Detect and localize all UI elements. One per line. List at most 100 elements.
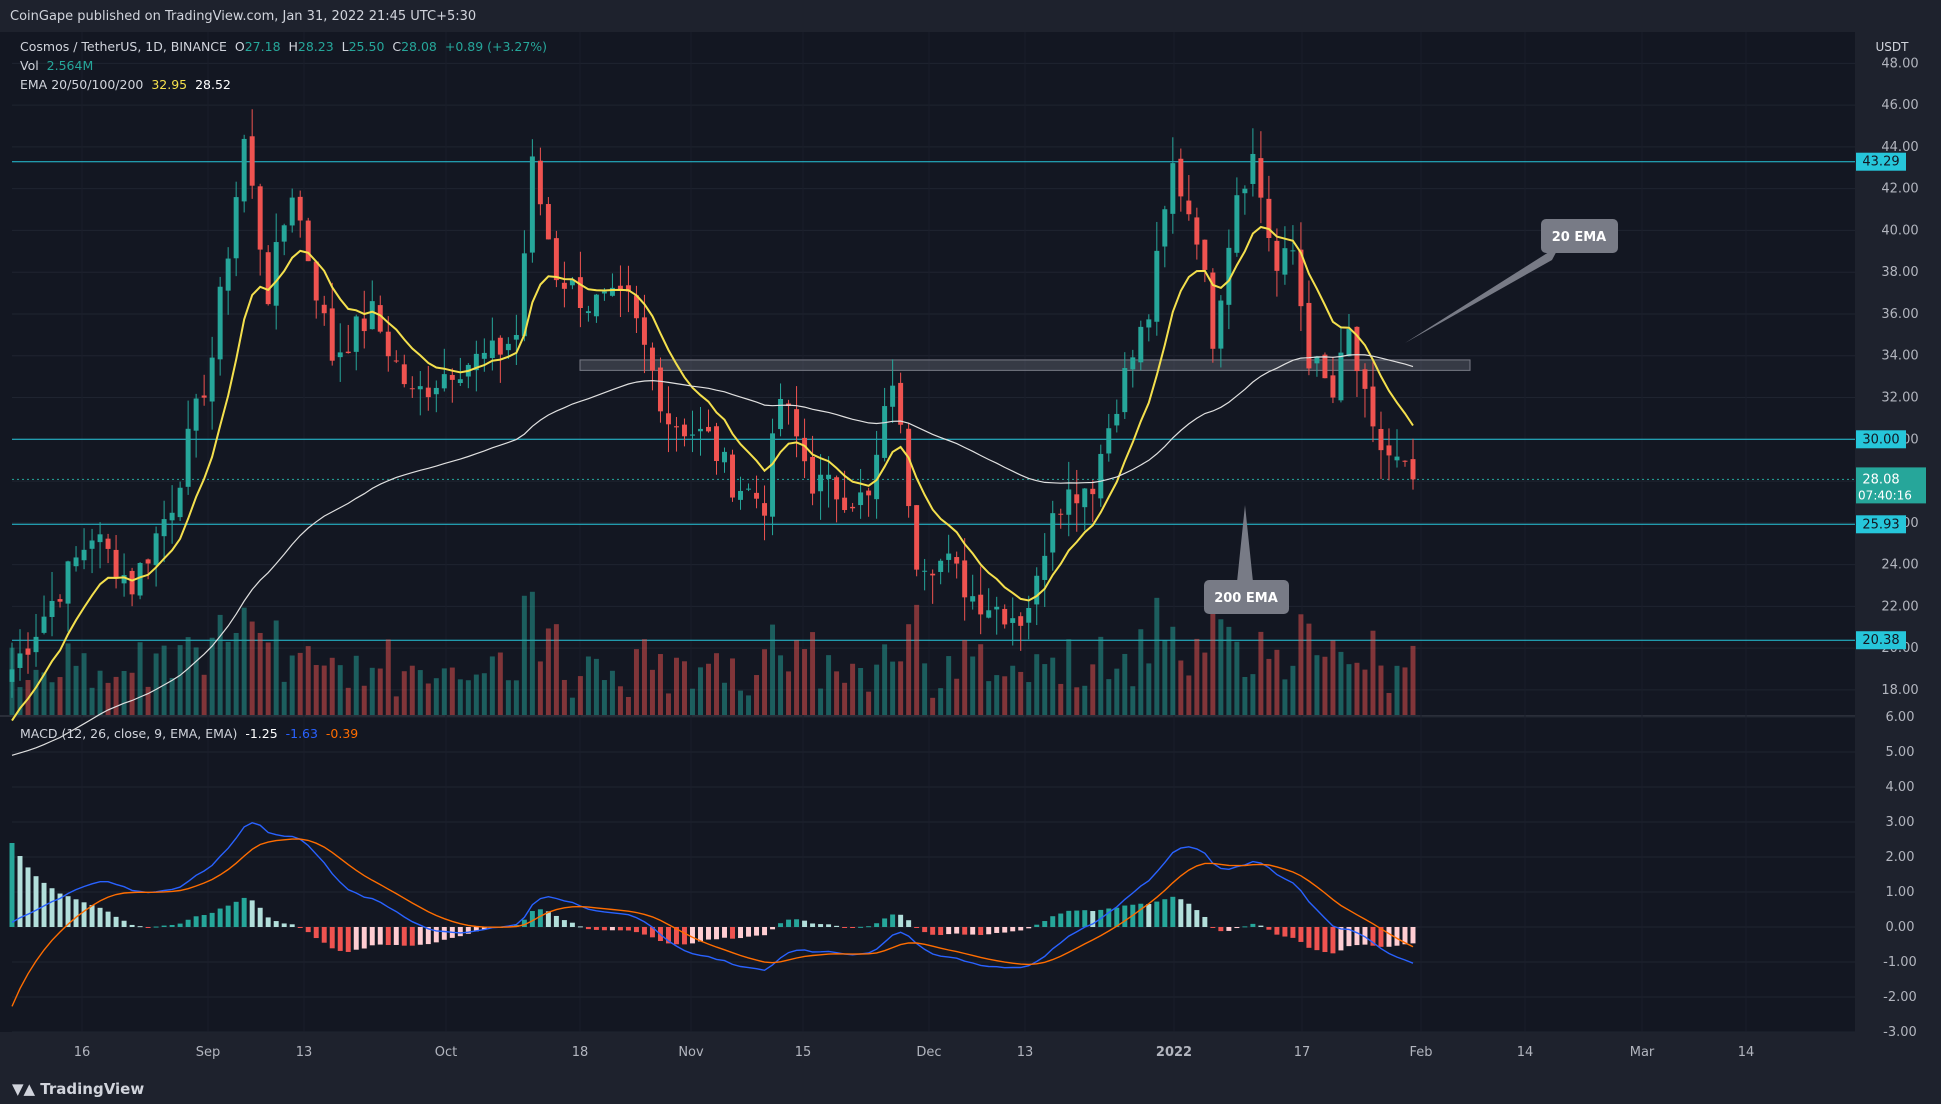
macd-histogram-bar [962, 927, 968, 935]
tradingview-brand: TradingView [40, 1080, 145, 1098]
volume-bar [505, 680, 511, 715]
candle-body [249, 136, 255, 186]
volume-bar [425, 683, 431, 715]
candle-body [449, 374, 455, 380]
candle-body [425, 387, 431, 398]
macd-histogram-bar [1362, 927, 1368, 945]
volume-bar [874, 664, 880, 715]
macd-histogram-bar [1170, 896, 1176, 927]
candle-body [633, 295, 639, 319]
macd-histogram-bar [649, 927, 655, 938]
candle-body [185, 428, 191, 487]
volume-bar [633, 649, 639, 715]
volume-bar [185, 637, 191, 715]
macd-tick-label: 4.00 [1886, 780, 1915, 795]
volume-bar [1186, 675, 1192, 715]
macd-tick-label: 1.00 [1886, 885, 1915, 900]
candle-body [1034, 575, 1040, 605]
candles [9, 109, 1416, 698]
macd-histogram-bar [681, 927, 687, 945]
candle-body [1130, 357, 1136, 370]
candle-body [73, 557, 79, 567]
candle-body [1402, 460, 1408, 462]
time-tick-label: Dec [916, 1045, 941, 1060]
candle-body [329, 308, 335, 361]
macd-histogram-bar [1002, 927, 1008, 933]
annotation-arrow [1405, 245, 1560, 343]
price-tick-label: 32.00 [1881, 391, 1918, 406]
price-axis-background [1855, 32, 1941, 1044]
price-tick-label: 38.00 [1881, 265, 1918, 280]
tradingview-logo-icon: ▼▲ [12, 1080, 41, 1098]
candle-body [593, 294, 599, 317]
volume-bar [1226, 626, 1232, 715]
ema20-value: 32.95 [151, 77, 188, 92]
symbol-legend: Cosmos / TetherUS, 1D, BINANCE O27.18 H2… [20, 39, 547, 54]
candle-body [497, 337, 503, 355]
volume-bar [209, 637, 215, 715]
countdown-label: 07:40:16 [1858, 488, 1912, 502]
volume-bar [1050, 657, 1056, 715]
candle-body [930, 573, 936, 576]
macd-histogram-bar [217, 908, 223, 927]
volume-bar [273, 620, 279, 715]
macd-histogram-bar [305, 927, 311, 933]
candle-body [625, 285, 631, 292]
volume-bar [1266, 658, 1272, 715]
macd-histogram-bar [257, 907, 263, 927]
candle-body [313, 261, 319, 301]
candle-body [1266, 198, 1272, 239]
candle-body [1282, 248, 1288, 275]
candle-body [657, 367, 663, 412]
macd-tick-label: 5.00 [1886, 745, 1915, 760]
candle-body [49, 600, 55, 617]
volume-bar [1362, 669, 1368, 715]
candle-body [1010, 618, 1016, 623]
candle-body [842, 497, 848, 511]
macd-histogram-bar [938, 927, 944, 935]
candle-body [730, 454, 735, 498]
annotation-20-ema: 20 EMA [1552, 230, 1607, 245]
volume-bar [49, 682, 55, 715]
price-tick-label: 22.00 [1881, 599, 1918, 614]
candle-body [665, 413, 671, 425]
macd-histogram-bar [802, 920, 808, 927]
volume-bar [1410, 645, 1416, 715]
candle-body [433, 387, 439, 395]
high-value: 28.23 [297, 39, 334, 54]
candle-body [201, 395, 207, 398]
level-price-label: 20.38 [1862, 633, 1899, 648]
volume-bar [369, 667, 375, 715]
macd-histogram-bar [137, 926, 143, 928]
candle-body [1186, 200, 1192, 215]
tradingview-logo[interactable]: ▼▲ TradingView [12, 1080, 144, 1098]
macd-histogram-bar [529, 911, 535, 927]
time-tick-label: Mar [1630, 1045, 1655, 1060]
candle-body [113, 549, 119, 579]
macd-histogram-bar [1226, 927, 1232, 931]
macd-histogram-bar [1282, 927, 1288, 937]
volume-bar [641, 639, 647, 715]
candle-body [970, 596, 976, 602]
candle-body [609, 287, 615, 296]
candle-body [874, 454, 880, 500]
candle-body [353, 316, 359, 352]
candle-body [1082, 488, 1088, 508]
candle-body [850, 506, 856, 509]
time-tick-label: Nov [678, 1045, 704, 1060]
volume-bar [1322, 656, 1328, 715]
candle-body [649, 347, 655, 371]
open-label: O [234, 39, 245, 54]
macd-histogram-bar [746, 927, 752, 937]
volume-bar [113, 676, 119, 715]
candle-body [1386, 445, 1392, 456]
macd-histogram-bar [1306, 927, 1312, 948]
candle-body [81, 549, 87, 561]
macd-tick-label: 6.00 [1886, 710, 1915, 725]
close-value: 28.08 [401, 39, 437, 54]
macd-histogram-bar [425, 927, 431, 945]
volume-bar [1370, 630, 1376, 715]
volume-bar [1306, 623, 1312, 715]
volume-bar [201, 674, 207, 715]
